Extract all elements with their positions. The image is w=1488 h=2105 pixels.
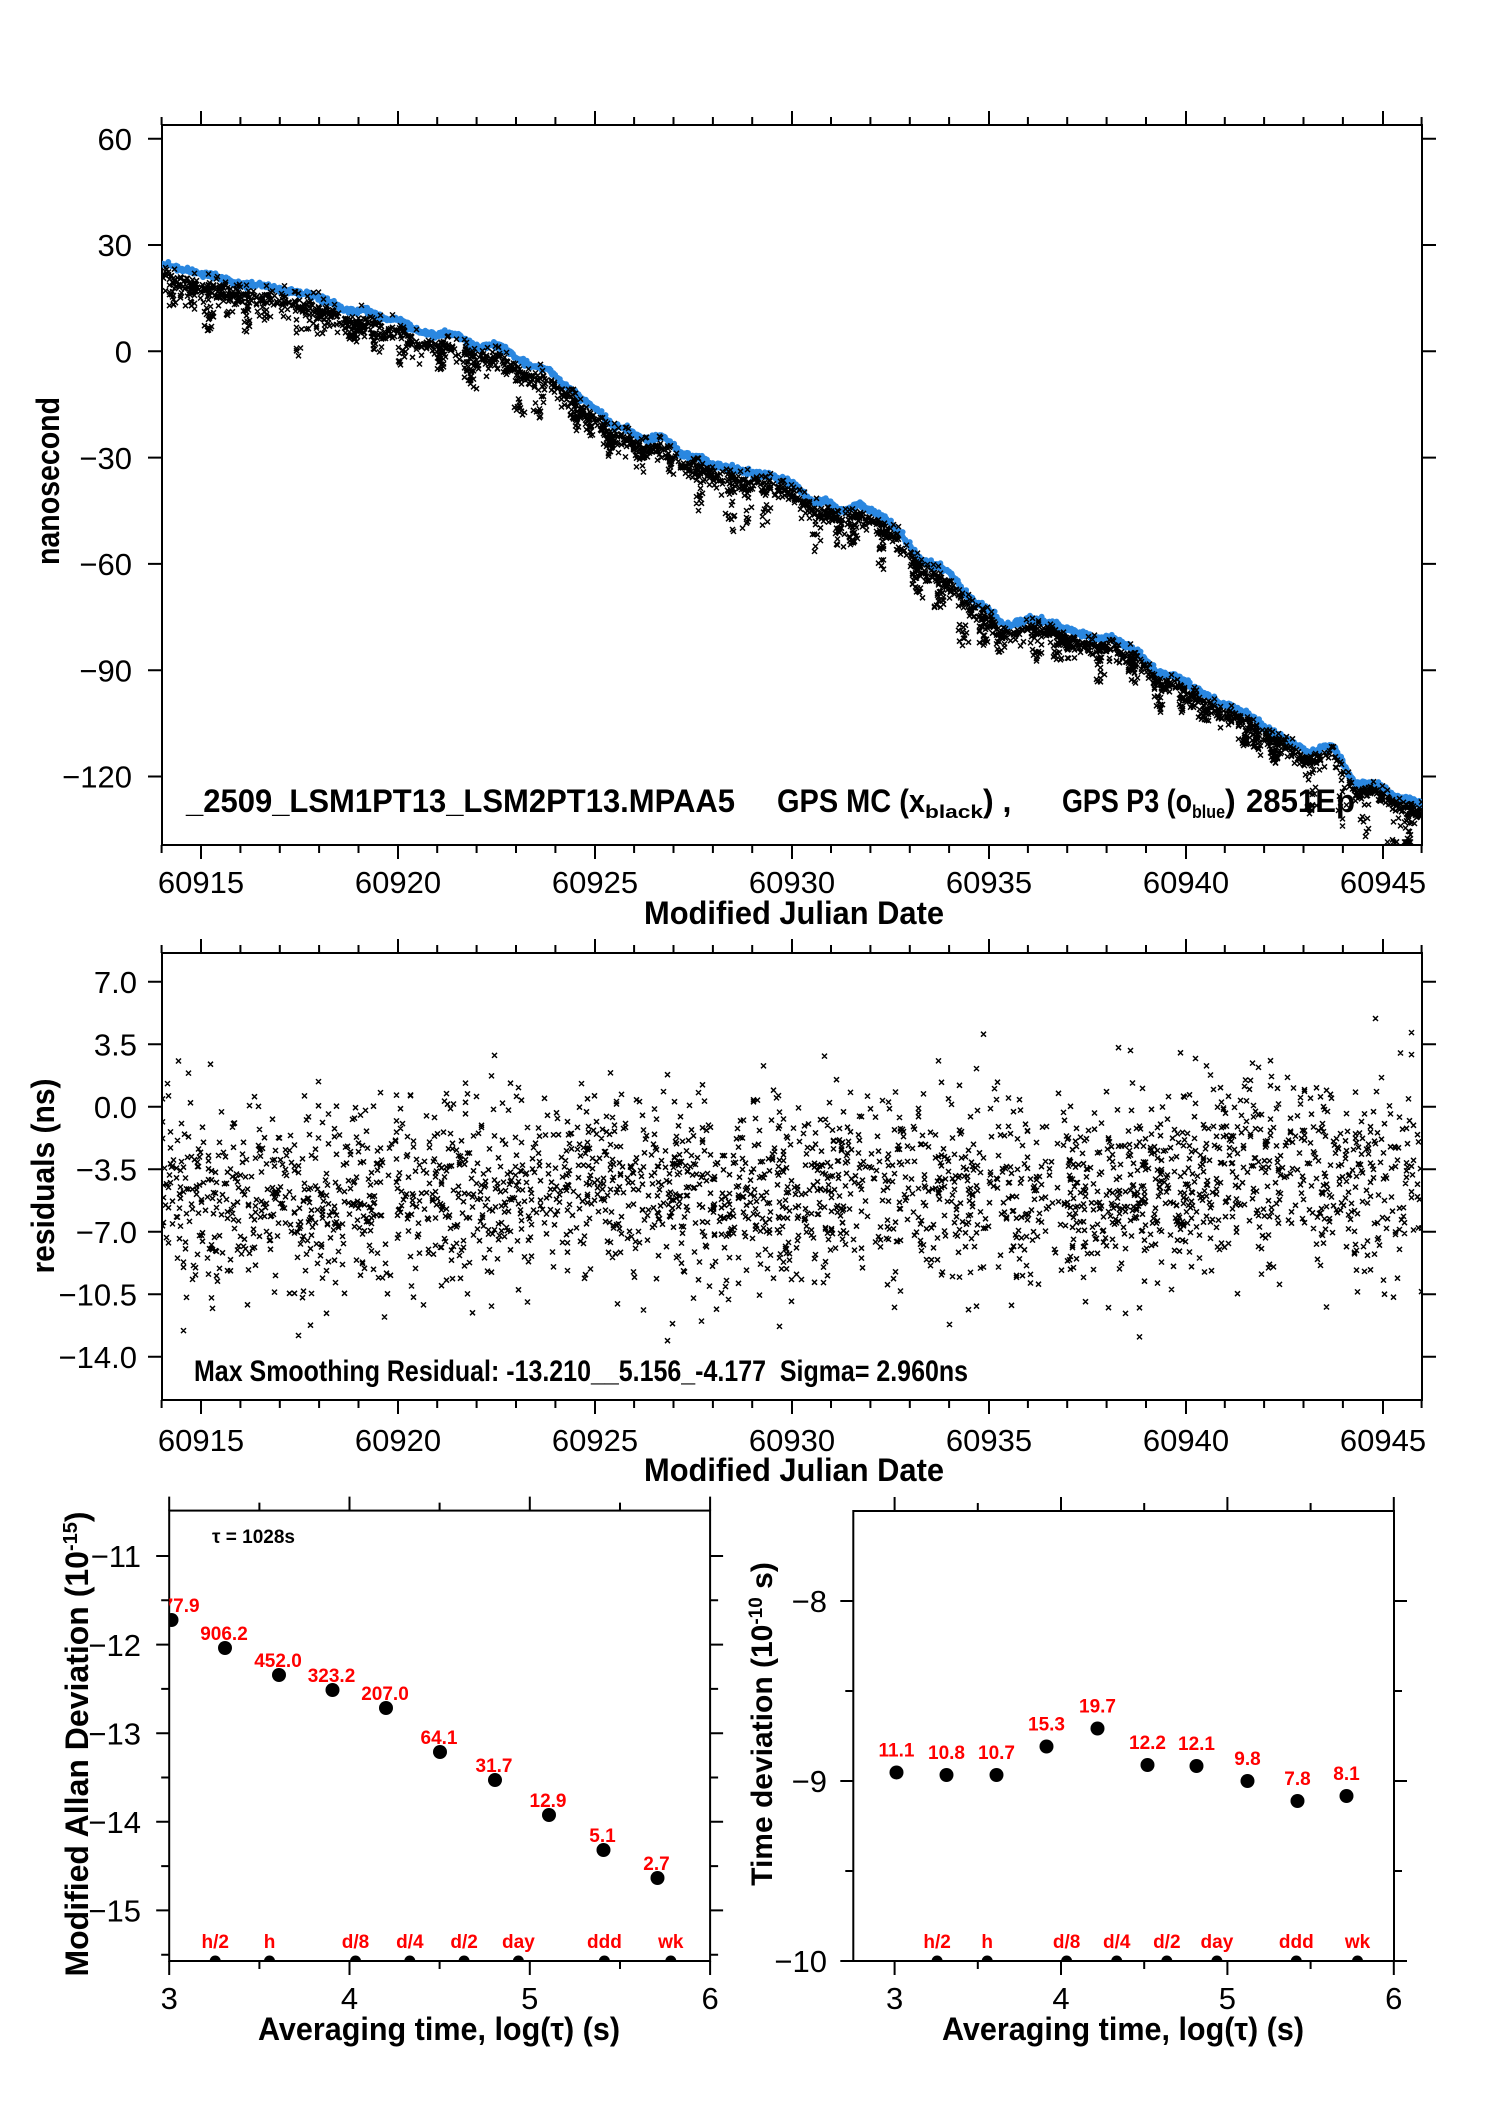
svg-text:60: 60 xyxy=(98,122,132,157)
svg-text:Modified Julian Date: Modified Julian Date xyxy=(644,895,944,931)
svg-text:60940: 60940 xyxy=(1143,865,1229,900)
svg-text:−9: −9 xyxy=(792,1764,827,1799)
svg-text:−13: −13 xyxy=(88,1716,141,1751)
svg-text:60935: 60935 xyxy=(946,865,1032,900)
svg-text:2.7: 2.7 xyxy=(643,1854,669,1875)
svg-text:wk: wk xyxy=(1344,1932,1371,1953)
svg-text:60925: 60925 xyxy=(552,865,638,900)
svg-text:−120: −120 xyxy=(62,760,132,795)
svg-text:60930: 60930 xyxy=(749,865,835,900)
svg-text:7.8: 7.8 xyxy=(1284,1769,1310,1790)
svg-text:60945: 60945 xyxy=(1340,1423,1426,1458)
svg-text:15.3: 15.3 xyxy=(1028,1715,1065,1736)
svg-text:−3.5: −3.5 xyxy=(76,1152,137,1187)
svg-text:12.1: 12.1 xyxy=(1178,1734,1215,1755)
svg-text:6: 6 xyxy=(701,1981,718,2016)
svg-text:d/4: d/4 xyxy=(396,1932,424,1953)
svg-text:−60: −60 xyxy=(79,547,132,582)
svg-text:τ = 1028s: τ = 1028s xyxy=(212,1527,295,1548)
svg-text:Averaging time, log(τ) (s): Averaging time, log(τ) (s) xyxy=(942,2011,1304,2047)
svg-text:60915: 60915 xyxy=(158,865,244,900)
svg-text:wk: wk xyxy=(657,1932,684,1953)
svg-text:GPS MC (xblack) ,: GPS MC (xblack) , xyxy=(777,783,1011,822)
svg-text:−11: −11 xyxy=(91,1539,141,1574)
svg-text:452.0: 452.0 xyxy=(254,1651,302,1672)
svg-text:31.7: 31.7 xyxy=(476,1756,513,1777)
svg-text:8.1: 8.1 xyxy=(1333,1764,1360,1785)
svg-text:906.2: 906.2 xyxy=(200,1624,248,1645)
svg-text:9.8: 9.8 xyxy=(1234,1749,1260,1770)
svg-text:0: 0 xyxy=(115,335,132,370)
svg-text:5: 5 xyxy=(1219,1981,1236,2016)
svg-text:10.7: 10.7 xyxy=(978,1743,1015,1764)
svg-text:5.1: 5.1 xyxy=(589,1826,616,1847)
svg-text:60930: 60930 xyxy=(749,1423,835,1458)
svg-text:Modified Julian Date: Modified Julian Date xyxy=(644,1452,944,1488)
svg-text:d/8: d/8 xyxy=(1053,1932,1080,1953)
svg-text:ddd: ddd xyxy=(1279,1932,1314,1953)
svg-text:60920: 60920 xyxy=(355,865,441,900)
svg-text:60935: 60935 xyxy=(946,1423,1032,1458)
svg-text:−8: −8 xyxy=(792,1584,827,1619)
svg-text:Modified Allan Deviation (10-1: Modified Allan Deviation (10-15) xyxy=(59,1511,95,1976)
svg-text:−10: −10 xyxy=(774,1944,827,1979)
svg-text:11.1: 11.1 xyxy=(879,1741,915,1762)
svg-text:3: 3 xyxy=(886,1981,903,2016)
svg-text:60925: 60925 xyxy=(552,1423,638,1458)
svg-text:Time deviation (10-10 s): Time deviation (10-10 s) xyxy=(746,1562,779,1886)
svg-text:−30: −30 xyxy=(79,441,132,476)
svg-text:10.8: 10.8 xyxy=(928,1743,965,1764)
svg-text:GPS P3 (oblue): GPS P3 (oblue) xyxy=(1062,783,1236,822)
svg-text:nanosecond: nanosecond xyxy=(30,397,66,565)
svg-text:−90: −90 xyxy=(79,653,132,688)
svg-text:_2509_LSM1PT13_LSM2PT13.MPAA5: _2509_LSM1PT13_LSM2PT13.MPAA5 xyxy=(185,783,735,819)
svg-text:1577.9: 1577.9 xyxy=(141,1596,199,1617)
svg-text:−14: −14 xyxy=(88,1805,141,1840)
svg-text:19.7: 19.7 xyxy=(1079,1697,1116,1718)
svg-text:12.2: 12.2 xyxy=(1129,1733,1166,1754)
svg-text:−10.5: −10.5 xyxy=(59,1277,137,1312)
svg-text:0.0: 0.0 xyxy=(94,1090,137,1125)
svg-text:d/2: d/2 xyxy=(450,1932,477,1953)
svg-text:7.0: 7.0 xyxy=(94,965,137,1000)
svg-text:207.0: 207.0 xyxy=(361,1684,409,1705)
svg-text:60945: 60945 xyxy=(1340,865,1426,900)
svg-text:Averaging time, log(τ) (s): Averaging time, log(τ) (s) xyxy=(258,2011,620,2047)
svg-text:h: h xyxy=(981,1932,993,1953)
svg-text:3: 3 xyxy=(161,1981,178,2016)
svg-text:h/2: h/2 xyxy=(201,1932,228,1953)
svg-text:d/8: d/8 xyxy=(342,1932,369,1953)
svg-text:d/2: d/2 xyxy=(1153,1932,1180,1953)
svg-text:4: 4 xyxy=(1052,1981,1069,2016)
svg-text:h: h xyxy=(264,1932,276,1953)
svg-text:12.9: 12.9 xyxy=(530,1791,567,1812)
svg-text:4: 4 xyxy=(341,1981,358,2016)
svg-text:60915: 60915 xyxy=(158,1423,244,1458)
svg-text:d/4: d/4 xyxy=(1103,1932,1131,1953)
svg-text:h/2: h/2 xyxy=(923,1932,950,1953)
svg-text:residuals (ns): residuals (ns) xyxy=(25,1079,61,1274)
svg-text:64.1: 64.1 xyxy=(421,1728,458,1749)
svg-text:day: day xyxy=(1201,1932,1234,1953)
svg-text:ddd: ddd xyxy=(587,1932,622,1953)
svg-text:6: 6 xyxy=(1385,1981,1402,2016)
svg-text:−15: −15 xyxy=(88,1894,141,1929)
svg-text:−14.0: −14.0 xyxy=(59,1340,137,1375)
svg-text:60940: 60940 xyxy=(1143,1423,1229,1458)
svg-text:30: 30 xyxy=(98,228,132,263)
svg-text:−12: −12 xyxy=(88,1628,141,1663)
svg-text:60920: 60920 xyxy=(355,1423,441,1458)
svg-text:Max Smoothing Residual: -13.21: Max Smoothing Residual: -13.210__5.156_-… xyxy=(194,1355,968,1388)
svg-text:day: day xyxy=(502,1932,535,1953)
svg-text:3.5: 3.5 xyxy=(94,1027,137,1062)
svg-text:323.2: 323.2 xyxy=(308,1666,356,1687)
svg-text:5: 5 xyxy=(521,1981,538,2016)
svg-text:−7.0: −7.0 xyxy=(76,1215,137,1250)
